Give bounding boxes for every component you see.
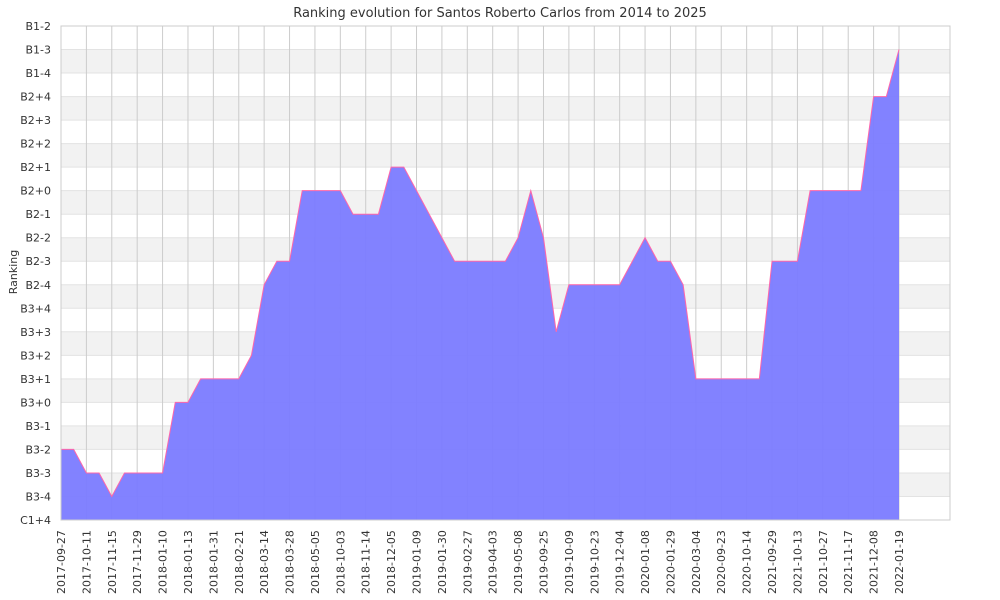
x-tick-label: 2019-02-27 <box>461 530 474 594</box>
x-tick-label: 2021-12-08 <box>868 530 881 594</box>
y-tick-label: B2+1 <box>20 161 51 174</box>
y-tick-label: B3+0 <box>20 396 51 409</box>
y-tick-label: C1+4 <box>20 514 51 527</box>
x-tick-label: 2019-05-08 <box>512 530 525 594</box>
x-tick-label: 2017-11-15 <box>106 530 119 594</box>
y-tick-label: B1-4 <box>25 67 51 80</box>
x-tick-label: 2022-01-19 <box>893 530 906 594</box>
x-tick-label: 2018-12-05 <box>385 530 398 594</box>
x-tick-label: 2019-04-03 <box>487 530 500 594</box>
y-tick-label: B2+3 <box>20 114 51 127</box>
y-tick-label: B2-3 <box>25 255 51 268</box>
y-tick-label: B3+3 <box>20 326 51 339</box>
background-band <box>61 49 950 74</box>
y-tick-label: B1-2 <box>25 20 51 33</box>
x-tick-label: 2017-10-11 <box>80 530 93 594</box>
y-tick-label: B2+2 <box>20 138 51 151</box>
x-tick-label: 2021-11-17 <box>842 530 855 594</box>
y-tick-label: B1-3 <box>25 44 51 57</box>
y-tick-label: B2+0 <box>20 185 51 198</box>
x-tick-label: 2020-03-04 <box>690 530 703 594</box>
background-band <box>61 96 950 121</box>
x-tick-label: 2018-03-28 <box>284 530 297 594</box>
x-tick-label: 2020-01-08 <box>639 530 652 594</box>
x-tick-label: 2018-02-21 <box>233 530 246 594</box>
y-tick-label: B3+4 <box>20 302 51 315</box>
x-tick-label: 2018-01-10 <box>157 530 170 594</box>
x-tick-label: 2018-10-03 <box>334 530 347 594</box>
x-tick-label: 2021-10-13 <box>791 530 804 594</box>
x-tick-label: 2019-01-09 <box>411 530 424 594</box>
chart-title: Ranking evolution for Santos Roberto Car… <box>293 6 707 21</box>
y-tick-label: B2-2 <box>25 232 51 245</box>
background-band <box>61 190 950 215</box>
area-fill <box>61 49 899 521</box>
x-tick-label: 2019-10-23 <box>588 530 601 594</box>
x-tick-label: 2020-09-23 <box>715 530 728 594</box>
x-tick-label: 2021-09-29 <box>766 530 779 594</box>
x-tick-label: 2018-01-31 <box>207 530 220 594</box>
x-tick-label: 2020-10-14 <box>741 530 754 594</box>
x-tick-label: 2017-11-29 <box>131 530 144 594</box>
plot-frame <box>60 25 951 521</box>
x-tick-label: 2019-12-04 <box>614 530 627 594</box>
y-tick-label: B2+4 <box>20 91 51 104</box>
y-tick-label: B3+1 <box>20 373 51 386</box>
x-tick-label: 2019-10-09 <box>563 530 576 594</box>
y-tick-label: B3-2 <box>25 443 51 456</box>
x-tick-label: 2019-09-25 <box>537 530 550 594</box>
x-tick-label: 2020-01-29 <box>664 530 677 594</box>
y-axis-label: Ranking <box>7 250 20 295</box>
series-line <box>61 49 900 498</box>
y-tick-label: B3+2 <box>20 349 51 362</box>
series-area <box>61 49 900 521</box>
x-tick-label: 2018-01-13 <box>182 530 195 594</box>
y-axis-ticks: C1+4 B3-4 B3-3 B3-2 B3-1 B3+0 B3+1 B3+2 B3+3 B3+4… <box>20 20 51 527</box>
y-tick-label: B2-4 <box>25 279 51 292</box>
x-tick-label: 2018-05-05 <box>309 530 322 594</box>
x-tick-label: 2018-03-14 <box>258 530 271 594</box>
x-axis-ticks: 2017-09-27 2017-10-11 2017-11-15 2017-11-29… <box>55 530 906 594</box>
x-tick-label: 2019-01-30 <box>436 530 449 594</box>
background-band <box>61 143 950 168</box>
x-tick-label: 2021-10-27 <box>817 530 830 594</box>
x-tick-label: 2017-09-27 <box>55 530 68 594</box>
background-band <box>61 237 950 262</box>
y-tick-label: B2-1 <box>25 208 51 221</box>
y-tick-label: B3-1 <box>25 420 51 433</box>
y-tick-label: B3-4 <box>25 490 51 503</box>
y-tick-label: B3-3 <box>25 467 51 480</box>
x-tick-label: 2018-11-14 <box>360 530 373 594</box>
